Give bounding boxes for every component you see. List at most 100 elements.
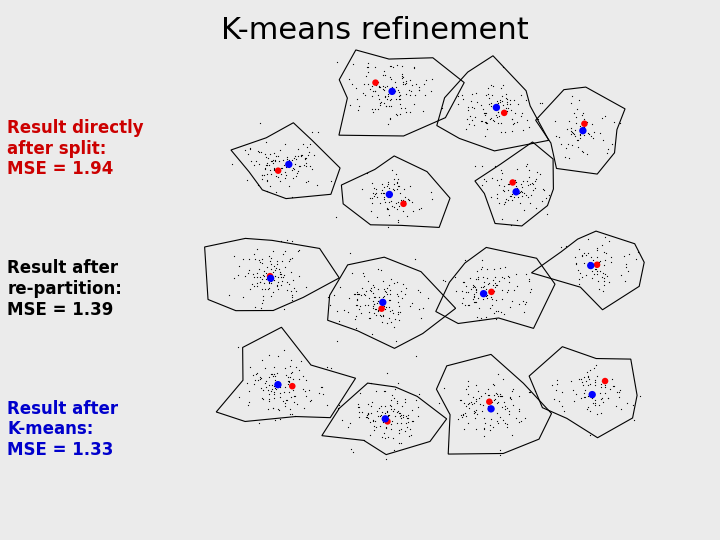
Point (462, 381, 474, 390)
Point (567, 129, 579, 138)
Point (372, 306, 384, 314)
Point (382, 319, 393, 328)
Point (513, 392, 525, 400)
Point (369, 184, 380, 192)
Point (390, 337, 402, 346)
Point (505, 221, 517, 230)
Point (265, 264, 276, 273)
Point (477, 295, 489, 303)
Point (508, 193, 520, 201)
Point (385, 197, 397, 205)
Point (387, 309, 398, 318)
Point (362, 409, 374, 417)
Point (548, 394, 559, 403)
Point (395, 110, 406, 118)
Point (248, 249, 260, 258)
Point (479, 431, 490, 440)
Point (470, 406, 482, 414)
Point (382, 90, 394, 98)
Point (464, 300, 475, 309)
Point (261, 187, 273, 195)
Point (385, 75, 397, 83)
Point (377, 433, 388, 442)
Point (521, 177, 533, 185)
Point (365, 379, 377, 387)
Point (389, 385, 400, 394)
Point (574, 131, 585, 140)
Point (488, 396, 500, 404)
Point (518, 206, 529, 214)
Point (469, 103, 480, 112)
Point (478, 278, 490, 287)
Point (392, 418, 403, 427)
Point (471, 98, 482, 106)
Point (379, 83, 391, 92)
Point (393, 95, 405, 104)
Point (387, 62, 399, 71)
Point (469, 282, 480, 291)
Point (575, 375, 587, 383)
Point (385, 274, 397, 283)
Point (384, 190, 395, 198)
Point (468, 406, 480, 415)
Point (573, 96, 585, 104)
Point (503, 286, 514, 295)
Point (468, 292, 480, 301)
Point (284, 255, 296, 264)
Point (412, 411, 423, 420)
Point (271, 256, 283, 265)
Point (500, 197, 511, 206)
Point (385, 188, 397, 197)
Point (403, 196, 415, 205)
Text: Result after
K-means:
MSE = 1.33: Result after K-means: MSE = 1.33 (7, 400, 118, 459)
Point (485, 404, 497, 413)
Point (389, 411, 400, 420)
Point (582, 381, 594, 389)
Point (378, 188, 390, 197)
Point (500, 194, 512, 203)
Point (379, 415, 391, 423)
Point (615, 118, 626, 127)
Point (398, 185, 410, 194)
Point (584, 375, 595, 383)
Point (295, 150, 307, 159)
Point (489, 309, 500, 318)
Point (278, 388, 289, 396)
Point (485, 293, 496, 301)
Point (277, 397, 289, 406)
Point (375, 411, 387, 420)
Point (506, 126, 518, 135)
Point (257, 385, 269, 394)
Point (577, 381, 589, 389)
Point (331, 58, 343, 66)
Point (550, 132, 562, 140)
Point (390, 83, 402, 91)
Point (461, 282, 472, 291)
Point (390, 170, 402, 179)
Point (595, 389, 606, 397)
Point (269, 372, 281, 380)
Point (272, 352, 284, 360)
Point (585, 379, 596, 388)
Point (406, 299, 418, 307)
Point (551, 380, 562, 388)
Point (268, 393, 279, 402)
Point (490, 281, 501, 289)
Point (269, 275, 280, 284)
Point (472, 313, 483, 321)
Point (384, 73, 396, 82)
Point (264, 257, 276, 266)
Point (256, 304, 267, 313)
Point (395, 196, 407, 205)
Point (507, 178, 518, 187)
Point (300, 178, 312, 186)
Point (283, 160, 294, 168)
Point (388, 180, 400, 188)
Point (392, 198, 404, 206)
Point (349, 315, 361, 323)
Point (287, 166, 298, 174)
Point (515, 186, 526, 195)
Point (279, 263, 291, 272)
Point (378, 66, 390, 75)
Point (591, 269, 603, 278)
